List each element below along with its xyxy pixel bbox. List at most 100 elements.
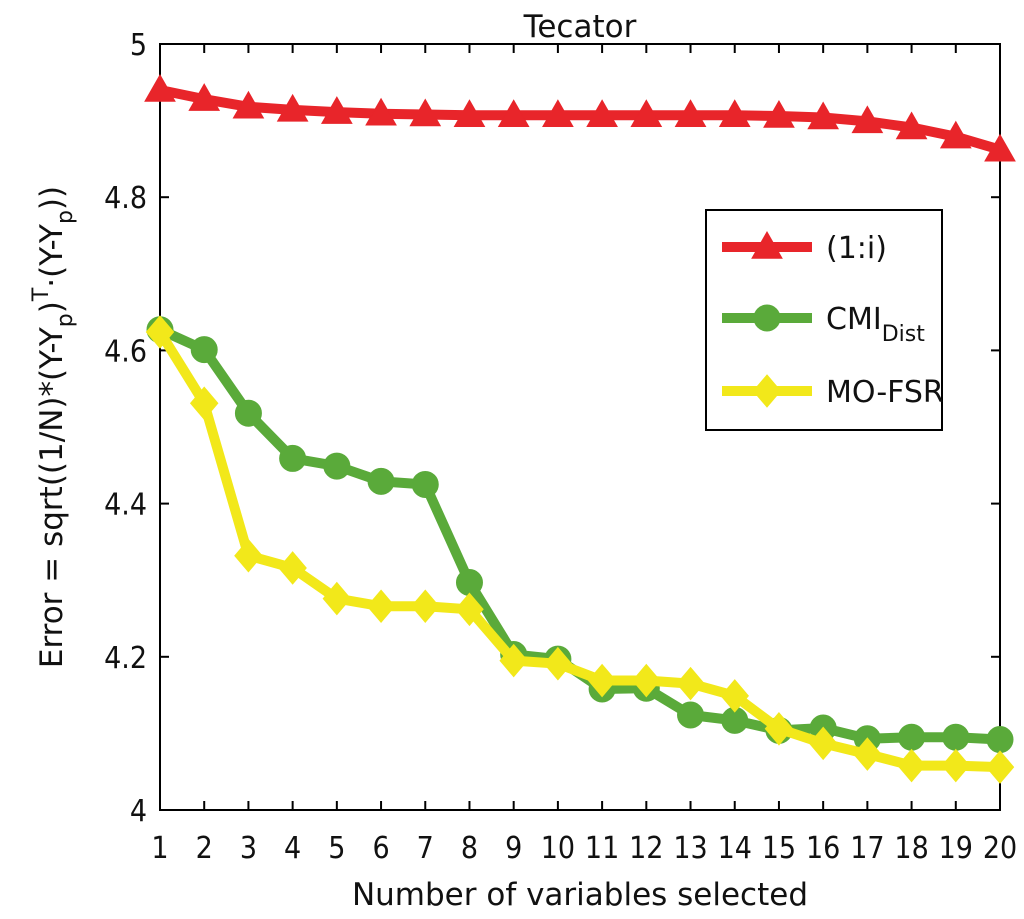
series-1-i (144, 73, 1016, 162)
chart-title: Tecator (523, 9, 637, 45)
data-point (279, 444, 307, 472)
series-layer (144, 73, 1016, 784)
data-point (278, 551, 307, 585)
x-tick-label: 16 (806, 831, 840, 866)
x-tick-label: 14 (718, 831, 752, 866)
x-tick-label: 20 (983, 831, 1017, 866)
legend-label: MO-FSR (826, 375, 944, 410)
legend-swatch-marker (751, 230, 783, 259)
data-point (367, 467, 395, 495)
legend-items: (1:i) CMIDist MO-FSR (722, 230, 944, 410)
data-point (587, 663, 617, 698)
data-point (323, 452, 351, 480)
data-point (942, 723, 970, 751)
data-point (322, 581, 352, 616)
y-axis-title-sub1: p (53, 313, 78, 327)
data-point (985, 750, 1015, 784)
data-point (188, 83, 221, 111)
data-point (853, 737, 882, 771)
x-tick-label: 12 (629, 831, 663, 866)
data-point (586, 99, 618, 127)
x-tick-label: 6 (372, 831, 389, 866)
data-point (190, 336, 218, 364)
series-mo-fsr (145, 315, 1015, 784)
data-point (674, 99, 707, 127)
x-tick-label: 9 (505, 831, 522, 866)
x-tick-label: 8 (461, 831, 478, 866)
y-axis-title-sub2: p (53, 210, 78, 224)
data-point (677, 701, 705, 729)
data-point (718, 99, 751, 127)
data-point (145, 315, 175, 349)
y-tick-label: 4.6 (104, 334, 147, 369)
x-tick-label: 2 (196, 831, 213, 866)
y-axis-title-part-b: ) (34, 301, 70, 313)
data-point (411, 470, 439, 498)
y-axis-title: Error = sqrt((1/N)*(Y-Yp)T·(Y-Yp)) (29, 186, 78, 668)
legend-label-main: (1:i) (826, 231, 887, 266)
x-axis-title: Number of variables selected (352, 877, 808, 913)
data-point (455, 592, 484, 627)
data-point (939, 120, 972, 149)
data-point (676, 666, 705, 701)
legend-label: (1:i) (826, 231, 887, 266)
data-point (144, 73, 176, 102)
data-point (189, 386, 219, 421)
legend-swatch-marker (753, 304, 781, 332)
legend-item: CMIDist (722, 302, 925, 347)
data-point (234, 538, 263, 573)
legend-label-sub: Dist (882, 322, 926, 347)
data-point (895, 111, 928, 140)
data-point (851, 105, 884, 134)
legend-label: CMIDist (826, 302, 925, 347)
x-tick-label: 3 (240, 831, 257, 866)
data-point (808, 726, 838, 761)
legend-item: MO-FSR (722, 374, 944, 410)
data-point (453, 99, 486, 127)
data-point (897, 748, 926, 783)
x-tick-label: 13 (673, 831, 707, 866)
x-tick-label: 15 (762, 831, 796, 866)
data-point (543, 646, 573, 681)
legend-swatch-marker (752, 374, 782, 408)
x-tick-label: 7 (417, 831, 434, 866)
y-axis-title-sup: T (29, 287, 54, 302)
y-tick-label: 4.4 (104, 488, 147, 523)
legend: (1:i) CMIDist MO-FSR (705, 209, 944, 431)
x-tick-label: 11 (585, 831, 619, 866)
data-point (898, 723, 926, 751)
data-point (455, 568, 483, 596)
y-tick-label: 5 (130, 28, 147, 63)
x-tick-label: 19 (939, 831, 973, 866)
svg-text:Error = sqrt((1/N)*(Y-Yp)T·(Y-: Error = sqrt((1/N)*(Y-Yp)T·(Y-Yp)) (29, 186, 78, 668)
x-tick-label: 18 (894, 831, 928, 866)
data-point (986, 726, 1014, 754)
data-point (807, 101, 840, 130)
data-point (630, 99, 663, 127)
y-axis-title-part-d: )) (34, 186, 70, 210)
data-point (409, 98, 442, 127)
x-tick-label: 1 (151, 831, 168, 866)
y-tick-label: 4.2 (104, 641, 147, 676)
x-tick-label: 4 (284, 831, 301, 866)
data-point (499, 643, 528, 678)
y-tick-label: 4 (130, 794, 147, 829)
legend-item: (1:i) (722, 230, 887, 266)
y-axis-title-part-a: Error = sqrt((1/N)*(Y-Y (34, 327, 70, 668)
data-point (365, 97, 397, 126)
data-point (941, 748, 971, 783)
x-tick-label: 5 (328, 831, 345, 866)
x-tick-label: 17 (850, 831, 884, 866)
y-tick-label: 4.8 (104, 181, 147, 216)
data-point (320, 96, 353, 124)
data-point (411, 589, 440, 624)
data-point (276, 93, 309, 122)
data-point (232, 90, 265, 119)
data-point (984, 133, 1016, 162)
data-point (632, 663, 661, 698)
legend-label-main: MO-FSR (826, 375, 944, 410)
x-tick-label: 10 (541, 831, 575, 866)
data-point (764, 712, 794, 746)
data-point (234, 399, 262, 427)
